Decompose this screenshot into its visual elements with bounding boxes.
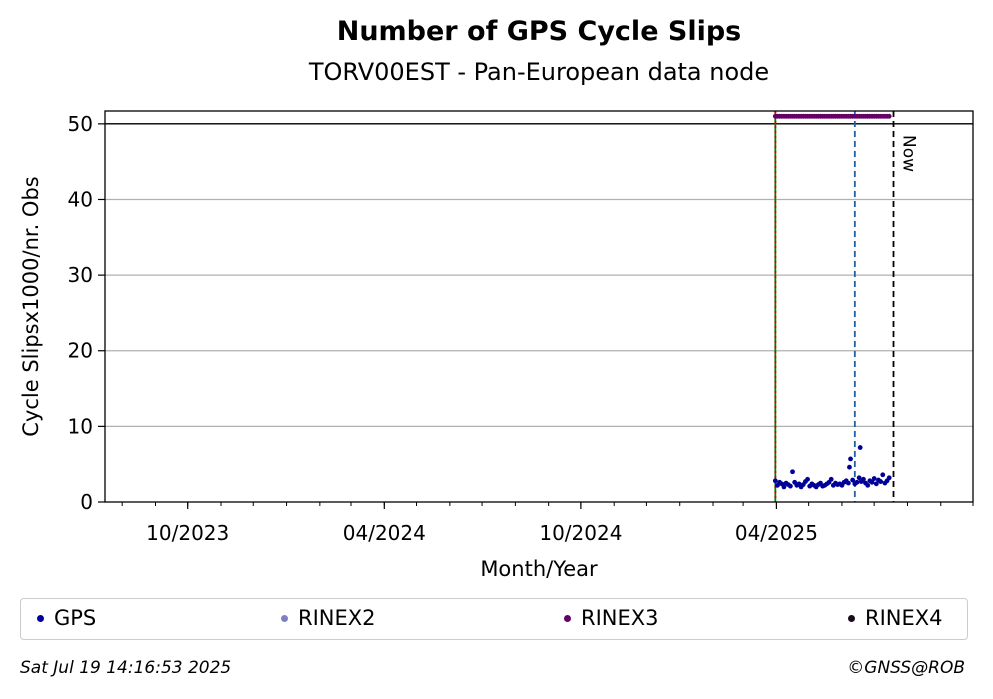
x-tick-label: 10/2024 (539, 521, 622, 545)
data-point-gps (846, 481, 851, 486)
data-point-gps (887, 475, 892, 480)
legend-marker-rinex3 (564, 615, 571, 622)
data-points (773, 114, 892, 489)
data-point-gps (880, 472, 885, 477)
legend-marker-rinex2 (281, 615, 288, 622)
legend-label-rinex4: RINEX4 (865, 606, 943, 630)
y-tick-label: 30 (68, 263, 93, 287)
vertical-markers: Now (775, 111, 918, 502)
data-point-gps (855, 480, 860, 485)
legend-label-rinex3: RINEX3 (581, 606, 659, 630)
generated-timestamp: Sat Jul 19 14:16:53 2025 (20, 658, 231, 678)
now-marker-label: Now (899, 135, 919, 172)
y-tick-label: 20 (68, 339, 93, 363)
data-point-rinex3 (887, 114, 892, 119)
cycle-slips-chart: Now 0 10 20 30 40 50 10/2023 04/2024 10/2024 04/2… (0, 0, 993, 590)
data-point-gps (858, 445, 863, 450)
legend-item-rinex4: RINEX4 (848, 606, 943, 630)
y-tick-label: 40 (68, 187, 93, 211)
data-point-gps (829, 477, 834, 482)
data-point-gps (790, 469, 795, 474)
data-point-gps (847, 465, 852, 470)
data-point-gps (848, 456, 853, 461)
data-point-gps (865, 483, 870, 488)
legend-marker-gps (37, 615, 44, 622)
x-tick-label: 04/2025 (735, 521, 818, 545)
data-point-gps (805, 477, 810, 482)
legend-marker-rinex4 (848, 615, 855, 622)
legend: GPS RINEX2 RINEX3 RINEX4 (20, 598, 968, 640)
legend-item-gps: GPS (37, 606, 96, 630)
data-point-gps (872, 476, 877, 481)
x-tick-label: 10/2023 (146, 521, 229, 545)
copyright-credit: ©GNSS@ROB (847, 658, 965, 678)
axes: 0 10 20 30 40 50 10/2023 04/2024 10/2024 04/2025 (68, 112, 973, 545)
data-point-gps (773, 478, 778, 483)
legend-label-gps: GPS (54, 606, 96, 630)
y-axis-label: Cycle Slipsx1000/nr. Obs (19, 176, 43, 436)
data-point-gps (788, 484, 793, 489)
y-tick-label: 0 (80, 490, 93, 514)
x-axis-label: Month/Year (480, 557, 598, 581)
x-tick-label: 04/2024 (343, 521, 426, 545)
y-tick-label: 10 (68, 414, 93, 438)
y-tick-label: 50 (68, 112, 93, 136)
grid-layer (105, 124, 973, 427)
data-point-gps (878, 479, 883, 484)
legend-item-rinex2: RINEX2 (281, 606, 376, 630)
legend-item-rinex3: RINEX3 (564, 606, 659, 630)
plot-frame (105, 111, 973, 502)
legend-label-rinex2: RINEX2 (298, 606, 376, 630)
